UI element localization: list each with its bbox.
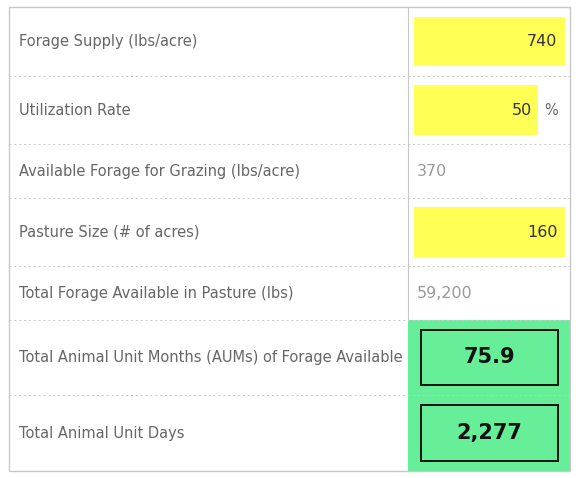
Text: 370: 370 xyxy=(417,163,447,179)
Text: %: % xyxy=(544,103,558,118)
Text: Pasture Size (# of acres): Pasture Size (# of acres) xyxy=(19,225,200,239)
Text: Total Animal Unit Days: Total Animal Unit Days xyxy=(19,425,185,441)
Text: Available Forage for Grazing (lbs/acre): Available Forage for Grazing (lbs/acre) xyxy=(19,163,300,179)
FancyBboxPatch shape xyxy=(414,17,565,66)
FancyBboxPatch shape xyxy=(414,86,538,135)
Text: 740: 740 xyxy=(527,34,558,49)
FancyBboxPatch shape xyxy=(408,320,570,395)
FancyBboxPatch shape xyxy=(414,207,565,257)
FancyBboxPatch shape xyxy=(408,395,570,471)
Text: 160: 160 xyxy=(527,225,558,239)
Text: 2,277: 2,277 xyxy=(456,423,522,443)
FancyBboxPatch shape xyxy=(421,405,558,461)
Text: Utilization Rate: Utilization Rate xyxy=(19,103,131,118)
Text: Total Animal Unit Months (AUMs) of Forage Available: Total Animal Unit Months (AUMs) of Forag… xyxy=(19,350,403,365)
Text: 50: 50 xyxy=(511,103,532,118)
FancyBboxPatch shape xyxy=(421,329,558,385)
Text: 59,200: 59,200 xyxy=(417,285,472,301)
Text: Forage Supply (lbs/acre): Forage Supply (lbs/acre) xyxy=(19,34,197,49)
Text: 75.9: 75.9 xyxy=(463,348,515,368)
Text: Total Forage Available in Pasture (lbs): Total Forage Available in Pasture (lbs) xyxy=(19,285,294,301)
